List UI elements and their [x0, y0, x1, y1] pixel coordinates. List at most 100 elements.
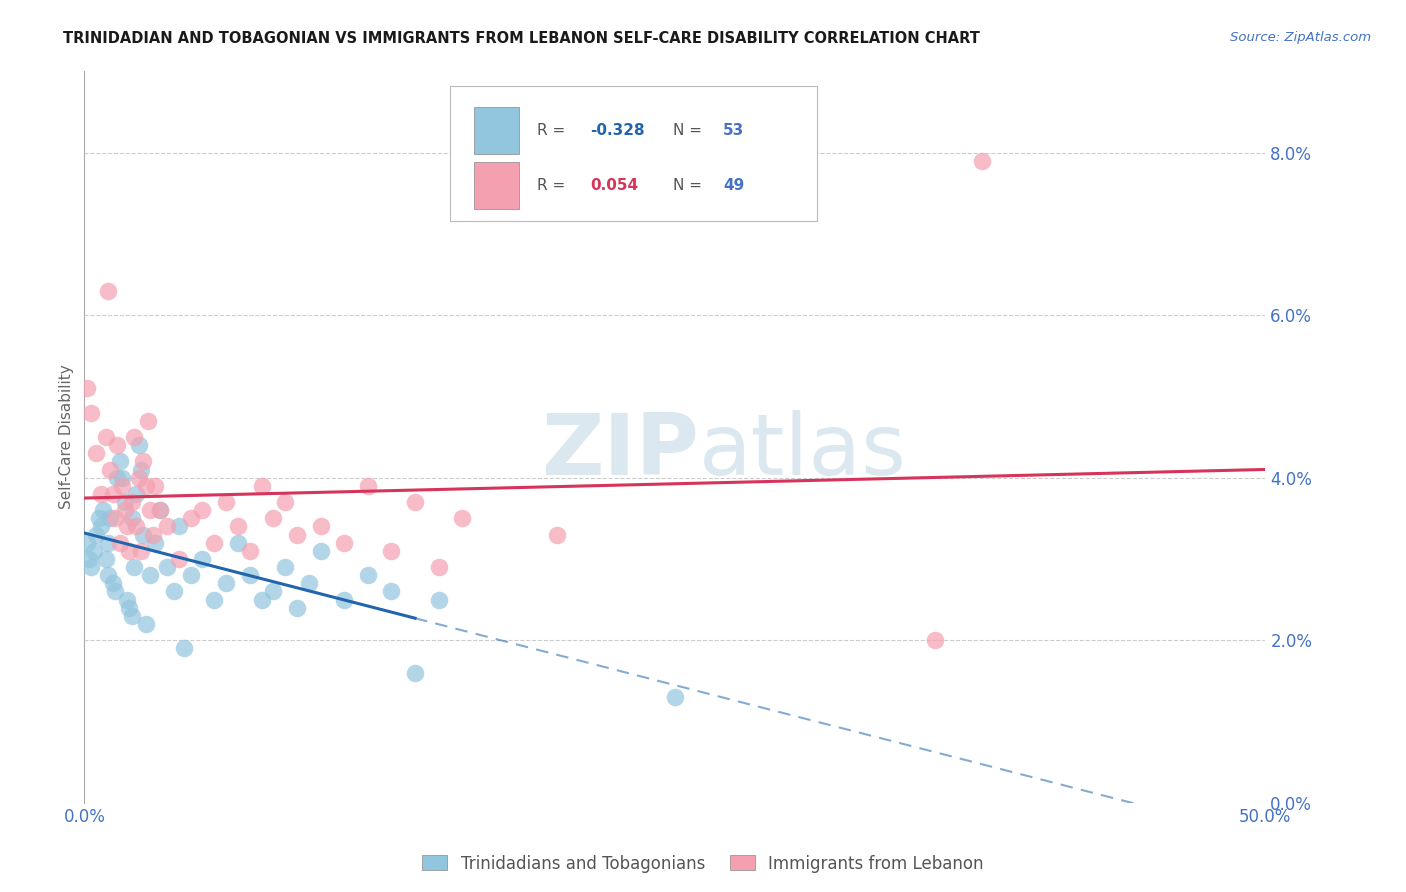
Point — [180, 568, 202, 582]
Text: TRINIDADIAN AND TOBAGONIAN VS IMMIGRANTS FROM LEBANON SELF-CARE DISABILITY CORRE: TRINIDADIAN AND TOBAGONIAN VS IMMIGRANTS… — [63, 31, 980, 46]
Point — [156, 560, 179, 574]
Point — [285, 600, 308, 615]
Point — [149, 503, 172, 517]
Point — [309, 519, 332, 533]
Point — [309, 544, 332, 558]
Point — [239, 568, 262, 582]
Point — [262, 511, 284, 525]
Point — [104, 584, 127, 599]
Point — [357, 479, 380, 493]
Point — [84, 446, 107, 460]
Text: ZIP: ZIP — [541, 410, 699, 493]
Point — [404, 665, 426, 680]
Point — [121, 511, 143, 525]
Point — [202, 592, 225, 607]
Point — [239, 544, 262, 558]
Point — [226, 535, 249, 549]
Text: 49: 49 — [723, 178, 745, 194]
Point — [122, 430, 145, 444]
Point — [107, 438, 129, 452]
FancyBboxPatch shape — [474, 161, 519, 210]
Point — [101, 576, 124, 591]
Point — [202, 535, 225, 549]
Point — [262, 584, 284, 599]
Point — [90, 487, 112, 501]
Point — [98, 462, 121, 476]
Point — [143, 479, 166, 493]
FancyBboxPatch shape — [474, 107, 519, 154]
Point — [142, 527, 165, 541]
Point — [77, 552, 100, 566]
Point — [87, 511, 110, 525]
Text: 0.054: 0.054 — [591, 178, 638, 194]
Point — [380, 544, 402, 558]
Point — [118, 544, 141, 558]
Point — [333, 535, 356, 549]
Point — [143, 535, 166, 549]
Point — [94, 552, 117, 566]
Point — [357, 568, 380, 582]
Point — [156, 519, 179, 533]
Point — [546, 527, 568, 541]
Point — [129, 544, 152, 558]
Text: 53: 53 — [723, 123, 745, 138]
Point — [97, 535, 120, 549]
Point — [97, 568, 120, 582]
Point — [285, 527, 308, 541]
Point — [191, 503, 214, 517]
FancyBboxPatch shape — [450, 86, 817, 221]
Point — [250, 592, 273, 607]
Point — [84, 527, 107, 541]
Text: N =: N = — [672, 123, 706, 138]
Point — [125, 487, 148, 501]
Point — [114, 495, 136, 509]
Point — [90, 519, 112, 533]
Point — [380, 584, 402, 599]
Point — [274, 495, 297, 509]
Point — [427, 560, 450, 574]
Point — [274, 560, 297, 574]
Point — [135, 617, 157, 632]
Text: Source: ZipAtlas.com: Source: ZipAtlas.com — [1230, 31, 1371, 45]
Point — [107, 471, 129, 485]
Point — [173, 641, 195, 656]
Point — [97, 284, 120, 298]
Point — [298, 576, 321, 591]
Point — [135, 479, 157, 493]
Point — [108, 454, 131, 468]
Text: atlas: atlas — [699, 410, 907, 493]
Point — [114, 503, 136, 517]
Point — [451, 511, 474, 525]
Point — [136, 414, 159, 428]
Point — [91, 503, 114, 517]
Point — [191, 552, 214, 566]
Text: -0.328: -0.328 — [591, 123, 644, 138]
Point — [167, 552, 190, 566]
Point — [111, 471, 134, 485]
Point — [427, 592, 450, 607]
Point — [108, 535, 131, 549]
Point — [167, 519, 190, 533]
Point — [924, 633, 946, 648]
Point — [215, 495, 238, 509]
Point — [404, 495, 426, 509]
Text: R =: R = — [537, 123, 569, 138]
Point — [139, 503, 162, 517]
Point — [226, 519, 249, 533]
Point — [215, 576, 238, 591]
Point — [121, 495, 143, 509]
Point — [139, 568, 162, 582]
Point — [333, 592, 356, 607]
Point — [180, 511, 202, 525]
Text: R =: R = — [537, 178, 569, 194]
Point — [118, 600, 141, 615]
Point — [129, 462, 152, 476]
Point — [163, 584, 186, 599]
Point — [149, 503, 172, 517]
Point — [76, 535, 98, 549]
Point — [121, 608, 143, 623]
Point — [128, 471, 150, 485]
Point — [80, 560, 103, 574]
Point — [128, 438, 150, 452]
Point — [125, 519, 148, 533]
